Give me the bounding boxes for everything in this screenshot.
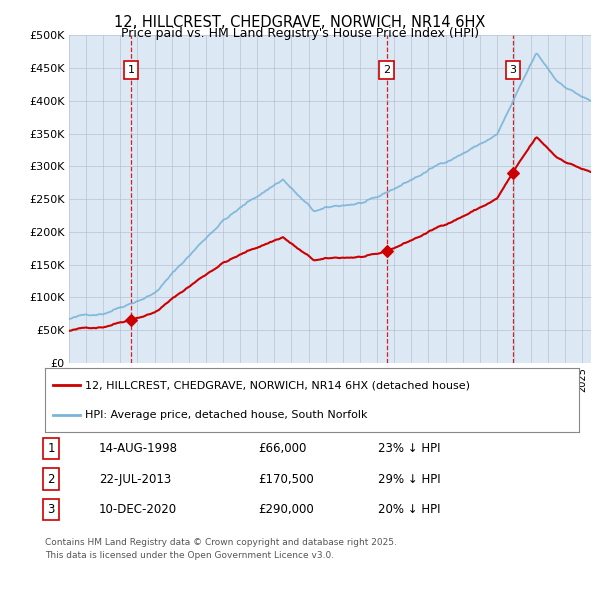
Point (126, 315, 136, 324)
Point (382, 247, 391, 256)
Text: Contains HM Land Registry data © Crown copyright and database right 2025.: Contains HM Land Registry data © Crown c… (45, 538, 397, 547)
Text: £170,500: £170,500 (258, 473, 314, 486)
Text: 23% ↓ HPI: 23% ↓ HPI (378, 442, 440, 455)
Text: 10-DEC-2020: 10-DEC-2020 (99, 503, 177, 516)
Text: £290,000: £290,000 (258, 503, 314, 516)
Text: 12, HILLCREST, CHEDGRAVE, NORWICH, NR14 6HX: 12, HILLCREST, CHEDGRAVE, NORWICH, NR14 … (115, 15, 485, 30)
Text: 12, HILLCREST, CHEDGRAVE, NORWICH, NR14 6HX (detached house): 12, HILLCREST, CHEDGRAVE, NORWICH, NR14 … (85, 381, 470, 391)
Text: 3: 3 (509, 65, 517, 75)
Text: 29% ↓ HPI: 29% ↓ HPI (378, 473, 440, 486)
Point (508, 168, 518, 178)
Text: £66,000: £66,000 (258, 442, 307, 455)
Text: HPI: Average price, detached house, South Norfolk: HPI: Average price, detached house, Sout… (85, 409, 368, 419)
Text: This data is licensed under the Open Government Licence v3.0.: This data is licensed under the Open Gov… (45, 551, 334, 560)
Text: 3: 3 (47, 503, 55, 516)
Text: 14-AUG-1998: 14-AUG-1998 (99, 442, 178, 455)
Text: 20% ↓ HPI: 20% ↓ HPI (378, 503, 440, 516)
Text: 2: 2 (47, 473, 55, 486)
Text: Price paid vs. HM Land Registry's House Price Index (HPI): Price paid vs. HM Land Registry's House … (121, 27, 479, 40)
Text: 2: 2 (383, 65, 390, 75)
Text: 1: 1 (47, 442, 55, 455)
Text: 1: 1 (127, 65, 134, 75)
Text: 22-JUL-2013: 22-JUL-2013 (99, 473, 171, 486)
